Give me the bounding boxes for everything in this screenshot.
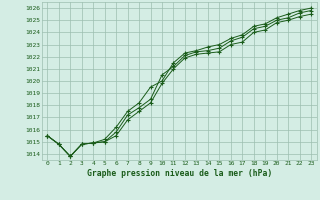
X-axis label: Graphe pression niveau de la mer (hPa): Graphe pression niveau de la mer (hPa)	[87, 169, 272, 178]
